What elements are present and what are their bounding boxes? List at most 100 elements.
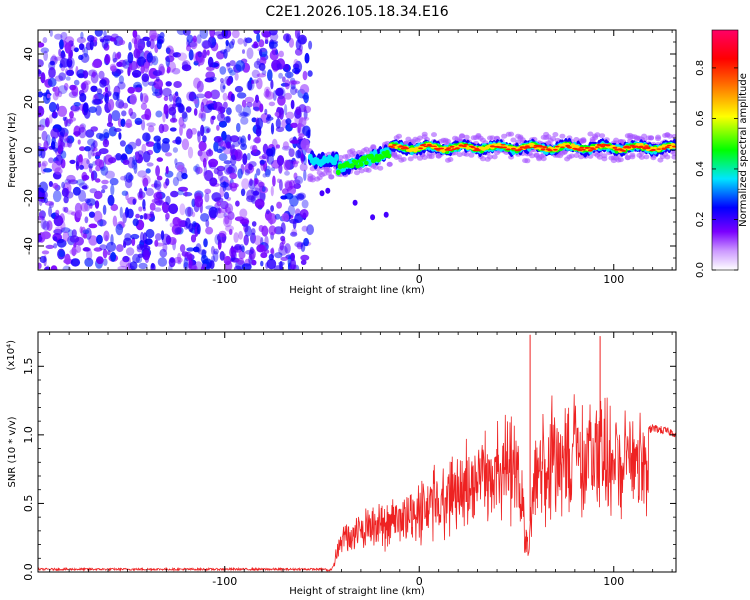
noise-blob — [54, 86, 60, 97]
signal-mark — [672, 145, 676, 148]
noise-blob — [165, 212, 170, 220]
noise-blob — [45, 265, 50, 270]
noise-blob — [178, 116, 185, 127]
noise-blob — [179, 124, 183, 136]
noise-blob — [43, 197, 49, 204]
noise-blob — [115, 69, 124, 74]
noise-blob — [104, 92, 109, 104]
noise-blob — [62, 116, 66, 121]
noise-blob — [52, 236, 58, 241]
noise-blob — [186, 91, 194, 102]
noise-blob — [175, 136, 182, 145]
noise-blob — [86, 198, 96, 206]
noise-blob — [211, 115, 216, 121]
noise-blob — [236, 257, 245, 265]
noise-blob — [96, 88, 103, 95]
signal-halo — [648, 135, 655, 141]
noise-blob — [206, 49, 210, 56]
noise-blob — [60, 150, 67, 159]
y-tick-label: 1.0 — [22, 426, 35, 444]
noise-blob — [238, 250, 246, 260]
noise-blob — [284, 170, 290, 176]
noise-blob — [290, 122, 298, 128]
noise-blob — [147, 125, 155, 133]
noise-blob — [93, 210, 103, 223]
noise-blob — [38, 91, 43, 98]
noise-blob — [48, 206, 53, 218]
signal-mark — [518, 148, 523, 151]
noise-blob — [50, 265, 58, 270]
noise-blob — [235, 200, 240, 207]
noise-blob — [132, 30, 138, 39]
signal-halo — [510, 137, 517, 143]
noise-blob — [113, 128, 122, 132]
noise-blob — [258, 181, 265, 188]
noise-blob — [79, 226, 83, 234]
y-tick-label: -40 — [22, 237, 35, 255]
noise-blob — [155, 233, 162, 241]
noise-blob — [82, 229, 90, 235]
noise-blob — [52, 182, 59, 189]
noise-blob — [181, 251, 189, 257]
noise-blob — [106, 83, 111, 93]
signal-mark — [666, 144, 672, 147]
noise-blob — [79, 164, 84, 170]
noise-blob — [298, 133, 305, 138]
noise-blob — [125, 247, 135, 256]
noise-blob — [188, 223, 194, 233]
noise-blob — [276, 87, 286, 100]
noise-blob — [73, 102, 81, 107]
noise-blob — [77, 73, 85, 78]
signal-halo — [587, 131, 594, 137]
noise-blob — [122, 159, 130, 165]
noise-blob — [84, 216, 89, 224]
signal-mark — [390, 146, 395, 148]
signal-halo — [354, 170, 360, 176]
noise-blob — [117, 265, 128, 270]
noise-blob — [294, 88, 299, 94]
noise-blob — [268, 41, 278, 49]
noise-blob — [223, 116, 231, 123]
noise-blob — [186, 34, 194, 43]
noise-blob — [52, 190, 62, 203]
noise-blob — [57, 105, 68, 117]
signal-mark — [470, 146, 476, 149]
noise-blob — [290, 86, 297, 96]
noise-blob — [256, 168, 261, 176]
noise-blob — [251, 221, 257, 227]
noise-blob — [38, 59, 44, 68]
signal-halo — [386, 161, 393, 167]
signal-halo — [328, 174, 335, 180]
noise-blob — [292, 67, 301, 74]
signal-halo — [594, 132, 601, 138]
signal-halo — [365, 167, 372, 173]
signal-mark — [432, 145, 437, 147]
noise-blob — [42, 168, 53, 173]
noise-blob — [111, 110, 121, 122]
noise-blob — [204, 77, 215, 83]
noise-blob — [252, 144, 258, 153]
noise-blob — [78, 182, 88, 189]
colorbar: 0.0 0.2 0.4 0.6 0.8 Normalized spectral ampl… — [695, 29, 749, 278]
noise-blob — [219, 181, 229, 188]
noise-blob — [222, 85, 226, 90]
noise-blob — [102, 128, 110, 141]
noise-blob — [203, 238, 208, 248]
noise-blob — [288, 148, 295, 158]
noise-blob — [94, 158, 103, 167]
signal-mark — [404, 147, 409, 150]
noise-blob — [140, 92, 143, 102]
noise-blob — [79, 92, 87, 103]
signal-halo — [559, 133, 566, 139]
noise-blob — [293, 183, 302, 190]
noise-blob — [302, 70, 308, 81]
noise-blob — [239, 244, 245, 251]
noise-blob — [102, 248, 108, 259]
noise-blob — [169, 127, 177, 132]
noise-blob — [284, 104, 288, 116]
signal-halo — [468, 152, 475, 158]
noise-blob — [110, 65, 117, 72]
noise-blob — [296, 32, 301, 43]
noise-blob — [129, 111, 137, 119]
x-tick-label: 0 — [416, 273, 423, 286]
